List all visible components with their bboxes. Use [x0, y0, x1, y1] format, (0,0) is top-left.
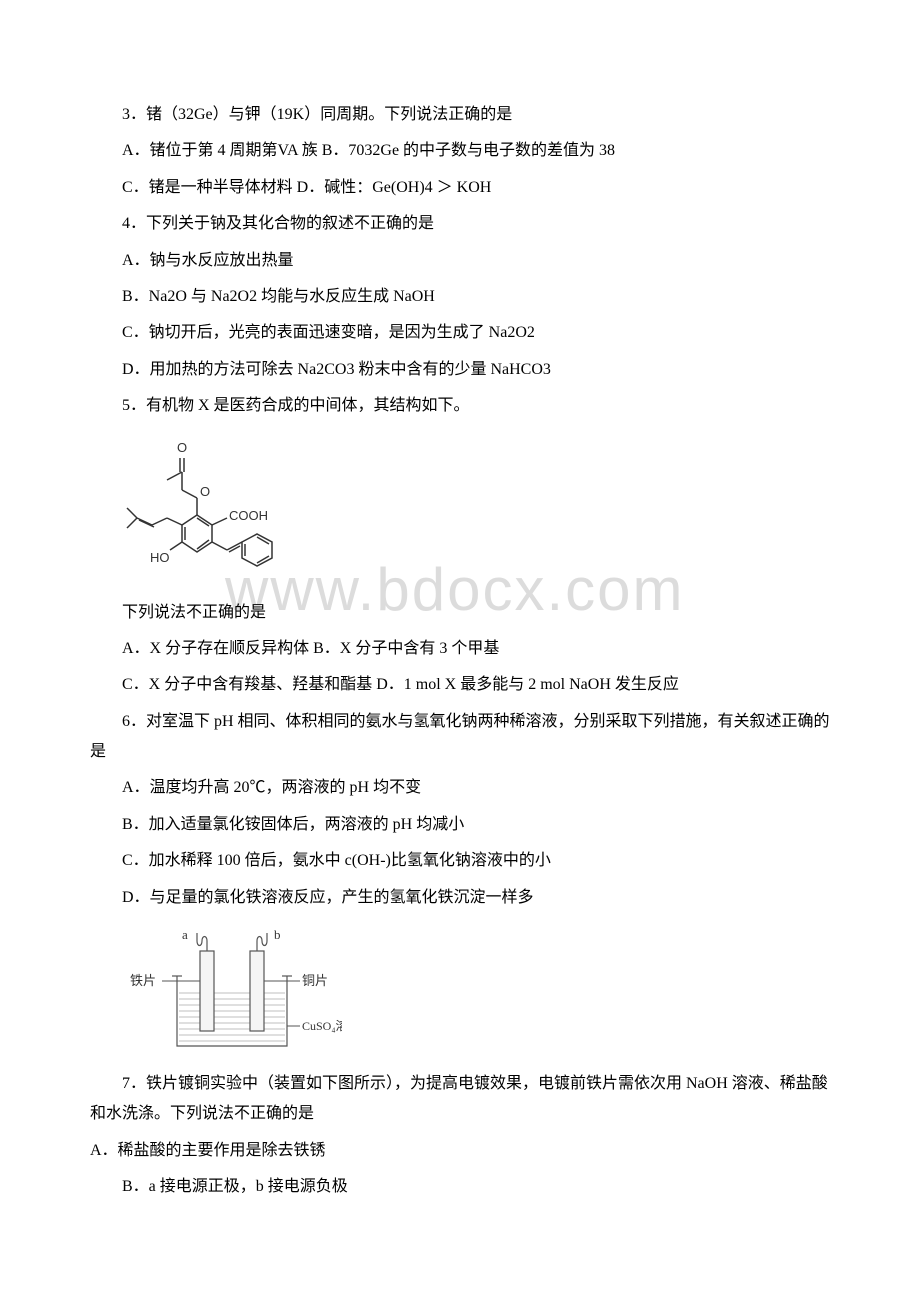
q4-opt-d: D．用加热的方法可除去 Na2CO3 粉末中含有的少量 NaHCO3	[90, 355, 830, 385]
q7-opt-a: A．稀盐酸的主要作用是除去铁锈	[90, 1136, 830, 1166]
q3-opt-ab: A．锗位于第 4 周期第VA 族 B．7032Ge 的中子数与电子数的差值为 3…	[90, 136, 830, 166]
q5-structure-figure: COOH HO O O	[122, 430, 830, 590]
q4-opt-c: C．钠切开后，光亮的表面迅速变暗，是因为生成了 Na2O2	[90, 318, 830, 348]
label-b: b	[274, 927, 281, 942]
label-ho: HO	[150, 550, 170, 565]
label-cu: 铜片	[302, 973, 328, 988]
q5-opt-ab: A．X 分子存在顺反异构体 B．X 分子中含有 3 个甲基	[90, 634, 830, 664]
label-sol: CuSO₄溶液	[302, 1018, 342, 1033]
q3-opt-cd: C．锗是一种半导体材料 D．碱性：Ge(OH)4 ＞ KOH	[90, 173, 830, 203]
label-fe: 铁片	[130, 973, 156, 988]
q3-stem: 3．锗（32Ge）与钾（19K）同周期。下列说法正确的是	[90, 100, 830, 130]
q6-stem: 6．对室温下 pH 相同、体积相同的氨水与氢氧化钠两种稀溶液，分别采取下列措施，…	[90, 707, 830, 768]
label-a: a	[182, 927, 188, 942]
q5-opt-cd: C．X 分子中含有羧基、羟基和酯基 D．1 mol X 最多能与 2 mol N…	[90, 670, 830, 700]
q5-stem2: 下列说法不正确的是	[90, 598, 830, 628]
q7-stem: 7．铁片镀铜实验中（装置如下图所示），为提高电镀效果，电镀前铁片需依次用 NaO…	[90, 1069, 830, 1130]
label-cooh: COOH	[229, 508, 268, 523]
q4-opt-b: B．Na2O 与 Na2O2 均能与水反应生成 NaOH	[90, 282, 830, 312]
q4-opt-a: A．钠与水反应放出热量	[90, 246, 830, 276]
q4-stem: 4．下列关于钠及其化合物的叙述不正确的是	[90, 209, 830, 239]
document-content: 3．锗（32Ge）与钾（19K）同周期。下列说法正确的是 A．锗位于第 4 周期…	[90, 100, 830, 1203]
q6-opt-c: C．加水稀释 100 倍后，氨水中 c(OH-)比氢氧化钠溶液中的小	[90, 846, 830, 876]
q7-diagram-figure: a b 铁片 铜片 CuSO₄溶液	[122, 921, 830, 1061]
q5-stem: 5．有机物 X 是医药合成的中间体，其结构如下。	[90, 391, 830, 421]
q6-opt-d: D．与足量的氯化铁溶液反应，产生的氢氧化铁沉淀一样多	[90, 883, 830, 913]
label-o-single: O	[200, 484, 210, 499]
q6-opt-a: A．温度均升高 20℃，两溶液的 pH 均不变	[90, 773, 830, 803]
label-o-dbl: O	[177, 440, 187, 455]
q6-opt-b: B．加入适量氯化铵固体后，两溶液的 pH 均减小	[90, 810, 830, 840]
q7-opt-b: B．a 接电源正极，b 接电源负极	[90, 1172, 830, 1202]
